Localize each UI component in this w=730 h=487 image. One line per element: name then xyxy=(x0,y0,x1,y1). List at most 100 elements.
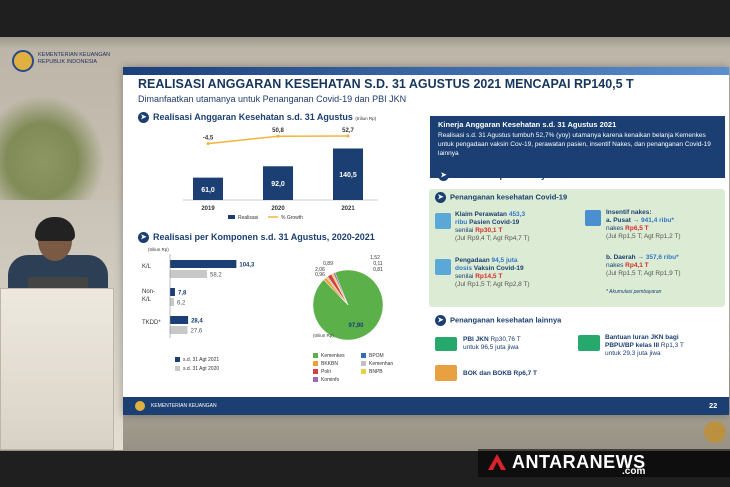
pie-slice-kemenkes xyxy=(312,269,384,341)
bantuan-value: Rp1,3 T xyxy=(659,342,684,349)
slide-footer-bar xyxy=(123,397,729,415)
org-line1: KEMENTERIAN KEUANGAN xyxy=(38,52,111,58)
kinerja-body: Realisasi s.d. 31 Agustus tumbuh 52,7% (… xyxy=(438,132,711,157)
covid-heading-text: Penanganan kesehatan Covid-19 xyxy=(450,192,568,202)
category-label: TKDD* xyxy=(142,320,161,326)
arrow-right-icon: ➤ xyxy=(138,112,149,124)
chart2-legend-2021: s.d. 31 Agt 2021 xyxy=(175,357,219,363)
daerah-value: Rp4,1 T xyxy=(625,262,649,269)
pie-label-bpom: 0,11 xyxy=(373,261,383,267)
daerah-label: b. Daerah → xyxy=(606,254,646,261)
legend-swatch xyxy=(175,366,180,372)
bar-2020-K/L xyxy=(170,270,208,278)
antara-logo-icon xyxy=(488,454,506,470)
bar-realisasi-2019 xyxy=(193,177,223,200)
pie-legend-bpom: BPOM xyxy=(361,353,384,359)
chart2-section-title: ➤ Realisasi per Komponen s.d. 31 Agustus,… xyxy=(138,232,375,244)
bar-2020-value: 27,6 xyxy=(191,329,203,335)
family-card-icon xyxy=(578,335,600,351)
legend-swatch xyxy=(361,361,366,367)
arrow-right-icon: ➤ xyxy=(138,232,149,244)
growth-value-label: 50,8 xyxy=(272,128,284,134)
page-number: 22 xyxy=(709,401,718,410)
x-tick-label: 2021 xyxy=(341,206,355,212)
pie-legend-bnpb: BNPB xyxy=(361,369,383,375)
pie-label-kemenhan: 0,81 xyxy=(373,267,383,273)
klaim-senilai: senilai xyxy=(455,227,476,234)
legend-swatch xyxy=(313,353,318,359)
speaker-hair xyxy=(35,217,75,241)
chart1-title-text: Realisasi Anggaran Kesehatan s.d. 31 Agu… xyxy=(153,112,353,122)
bantuan-class: PBPU/BP kelas III xyxy=(605,342,660,349)
insentif-item: Insentif nakes: a. Pusat → 941,4 ribu* n… xyxy=(606,209,681,241)
top-letterbox xyxy=(0,0,730,37)
legend-swatch xyxy=(361,369,366,375)
vaksin-senilai: senilai xyxy=(455,273,476,280)
klaim-unit: ribu xyxy=(455,219,468,226)
watermark-brand: ANTARANEWS xyxy=(512,452,646,472)
pbi-value: Rp30,76 T xyxy=(488,336,521,343)
daerah-nakes: nakes xyxy=(606,262,626,269)
legend-label: BKKBN xyxy=(321,361,338,367)
x-tick-label: 2020 xyxy=(271,206,285,212)
growth-point-2021 xyxy=(346,134,350,138)
legend-realisasi-swatch xyxy=(228,215,235,219)
bar-value-label: 92,0 xyxy=(271,181,285,188)
vaksin-item: Pengadaan 94,5 juta dosis Vaksin Covid-1… xyxy=(455,257,530,289)
vaccine-icon xyxy=(435,259,451,275)
arrow-right-icon: ➤ xyxy=(435,315,446,326)
klaim-monthly: (Jul Rp9,4 T; Agt Rp4,7 T) xyxy=(455,235,530,242)
pie-label-kominfo: 0,89 xyxy=(323,261,333,267)
bar-realisasi-2021 xyxy=(333,148,363,200)
chart2-title-text: Realisasi per Komponen s.d. 31 Agustus, … xyxy=(153,232,375,242)
insentif-heading: Insentif nakes: xyxy=(606,209,652,216)
legend-label: BPOM xyxy=(369,353,384,359)
slide-title: REALISASI ANGGARAN KESEHATAN S.D. 31 AGU… xyxy=(138,77,634,91)
slide-top-bar xyxy=(123,67,729,75)
chart1-section-title: ➤ Realisasi Anggaran Kesehatan s.d. 31 Ag… xyxy=(138,112,376,124)
bar-2021-value: 104,3 xyxy=(239,263,255,269)
category-label: Non- xyxy=(142,289,155,295)
pie-slice-kominfo xyxy=(332,272,349,306)
pie-legend-bkkbn: BKKBN xyxy=(313,361,338,367)
legend-swatch xyxy=(175,357,180,363)
growth-value-label: -4,5 xyxy=(203,136,214,142)
bar-2021-TKDD* xyxy=(170,316,189,324)
legend-swatch xyxy=(313,377,318,383)
pie-legend-polri: Polri xyxy=(313,369,331,375)
org-line2: REPUBLIK INDONESIA xyxy=(38,59,97,65)
legend-label: Kominfo xyxy=(321,377,340,383)
pie-label-kemenkes: 97,90 xyxy=(348,323,364,329)
pusat-monthly: (Jul Rp1,5 T; Agt Rp1,2 T) xyxy=(606,233,681,240)
pie-legend-kemenhan: Kemenhan xyxy=(361,361,393,367)
pie-legend-kominfo: Kominfo xyxy=(313,377,339,383)
pie-chart-svg: 97,90 0,111,52 0,81 2,060,96 0,89 xyxy=(312,255,384,341)
chart2-svg: K/L 104,3 58,2 Non- K/L 7,8 6,2 TKDD* 28,4 27,6 xyxy=(142,254,255,338)
daerah-monthly: (Jul Rp1,5 T; Agt Rp1,9 T) xyxy=(606,270,681,277)
bantuan-jiwa: untuk 29,3 juta jiwa xyxy=(605,350,661,357)
category-label: K/L xyxy=(142,297,152,303)
akumulasi-note: * Akumulasi pembayaran xyxy=(606,289,662,295)
covid-heading: ➤ Penanganan kesehatan Covid-19 xyxy=(435,192,567,203)
nurse-icon xyxy=(585,210,601,226)
vaksin-text: Pengadaan xyxy=(455,257,492,264)
emblem-watermark-icon xyxy=(704,421,726,443)
legend-growth-label: % Growth xyxy=(281,215,303,221)
bar-2020-value: 6,2 xyxy=(177,301,186,307)
klaim-text2: Pasien Covid-19 xyxy=(467,219,520,226)
slide-subtitle: Dimanfaatkan utamanya untuk Penanganan C… xyxy=(138,94,407,104)
bar-2020-Non-K/L xyxy=(170,298,174,306)
kemenkeu-logo-icon xyxy=(12,50,34,72)
presentation-slide: REALISASI ANGGARAN KESEHATAN S.D. 31 AGU… xyxy=(123,67,729,415)
pbi-jiwa: untuk 96,5 juta jiwa xyxy=(463,344,519,351)
vaksin-unit: dosis xyxy=(455,265,472,272)
hospital-icon xyxy=(435,213,451,229)
legend-swatch xyxy=(313,361,318,367)
covid-panel xyxy=(429,189,725,307)
growth-value-label: 52,7 xyxy=(342,128,354,134)
legend-label: s.d. 31 Agt 2021 xyxy=(183,357,220,363)
pbi-item: PBI JKN Rp30,76 T untuk 96,5 juta jiwa xyxy=(463,336,521,352)
pusat-number: 941,4 ribu* xyxy=(641,217,674,224)
klaim-text: Klaim Perawatan xyxy=(455,211,509,218)
chart2-legend-2020: s.d. 31 Agt 2020 xyxy=(175,366,219,372)
